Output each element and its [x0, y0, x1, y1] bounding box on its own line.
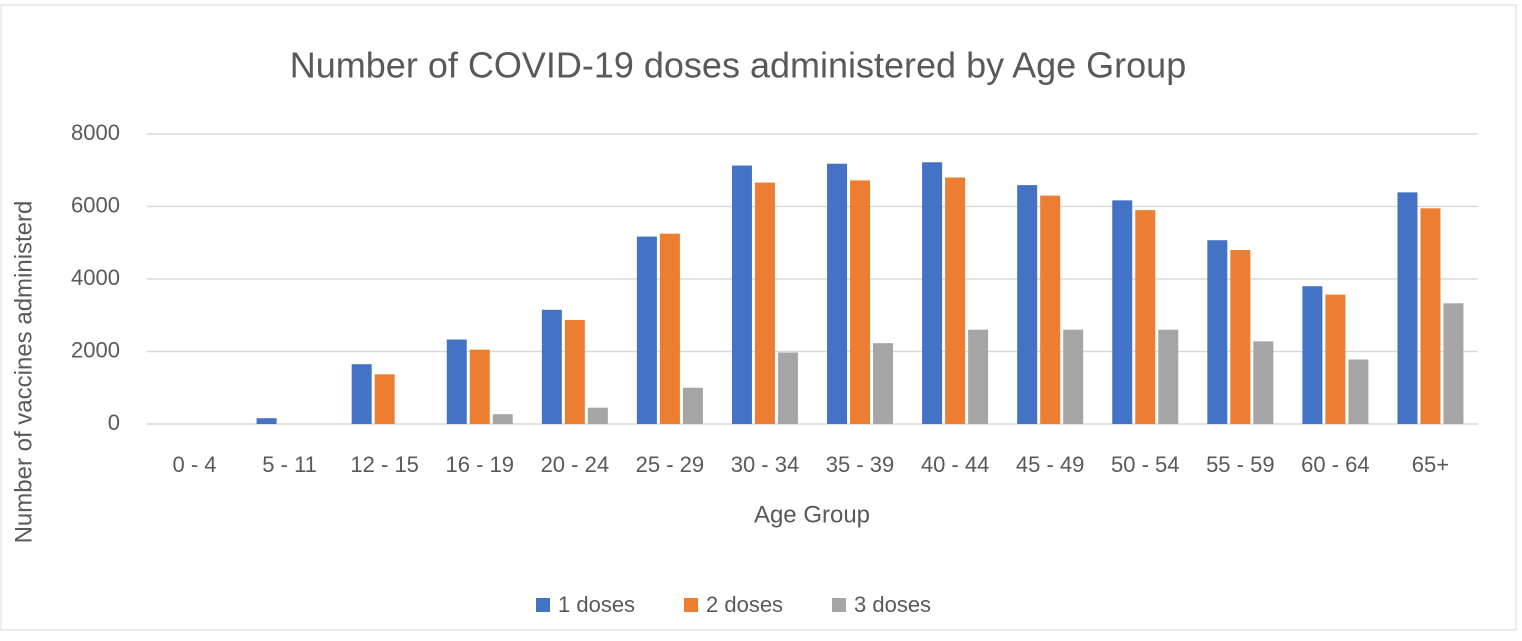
x-tick-label: 50 - 54 [1111, 452, 1180, 477]
bar [1397, 192, 1418, 424]
legend-swatch [684, 598, 698, 612]
bar [968, 329, 989, 424]
x-tick-label: 12 - 15 [350, 452, 419, 477]
x-tick-label: 65+ [1412, 452, 1449, 477]
x-axis-title: Age Group [754, 501, 870, 528]
bar [1040, 195, 1061, 424]
bar [827, 163, 848, 424]
bar [351, 364, 372, 424]
x-tick-label: 40 - 44 [921, 452, 990, 477]
y-tick-label: 2000 [71, 337, 120, 362]
bar [564, 319, 585, 424]
bar [256, 418, 277, 424]
bar [1230, 250, 1251, 424]
x-tick-label: 45 - 49 [1016, 452, 1085, 477]
bar [636, 236, 657, 424]
y-axis-title: Number of vaccines administerd [10, 201, 37, 544]
bar [1253, 341, 1274, 424]
y-tick-label: 0 [108, 410, 120, 435]
bar [754, 182, 775, 424]
bar [469, 349, 490, 424]
x-tick-label: 5 - 11 [262, 452, 317, 477]
x-tick-label: 35 - 39 [826, 452, 895, 477]
bar [1348, 359, 1369, 424]
bar [1063, 329, 1084, 424]
legend-label: 2 doses [706, 592, 783, 617]
legend-swatch [832, 598, 846, 612]
bar [1325, 294, 1346, 424]
y-tick-label: 4000 [71, 265, 120, 290]
bar [922, 162, 943, 424]
x-tick-label: 55 - 59 [1206, 452, 1275, 477]
x-tick-label: 0 - 4 [173, 452, 217, 477]
x-tick-label: 20 - 24 [541, 452, 610, 477]
bar [1135, 210, 1156, 424]
y-tick-label: 8000 [71, 120, 120, 145]
bar [374, 374, 395, 424]
x-tick-label: 30 - 34 [731, 452, 800, 477]
chart-title: Number of COVID-19 doses administered by… [290, 45, 1186, 86]
y-tick-label: 6000 [71, 192, 120, 217]
bar [1017, 185, 1038, 424]
bar [873, 343, 894, 424]
legend-label: 3 doses [854, 592, 931, 617]
bar [682, 387, 703, 424]
bar [777, 352, 798, 424]
legend-swatch [536, 598, 550, 612]
bar [1112, 200, 1133, 424]
bar [1443, 303, 1464, 424]
bar [945, 177, 966, 424]
x-tick-label: 16 - 19 [446, 452, 515, 477]
bar [1302, 286, 1323, 424]
bar [541, 309, 562, 424]
bar [587, 407, 608, 424]
bar [731, 165, 752, 424]
bar [1158, 329, 1179, 424]
x-tick-label: 60 - 64 [1301, 452, 1370, 477]
bar [1207, 240, 1228, 424]
x-tick-label: 25 - 29 [636, 452, 705, 477]
bar [492, 414, 513, 424]
bar [659, 233, 680, 424]
bar [446, 339, 467, 424]
bar [1420, 208, 1441, 424]
legend-label: 1 doses [558, 592, 635, 617]
bar [850, 180, 871, 424]
